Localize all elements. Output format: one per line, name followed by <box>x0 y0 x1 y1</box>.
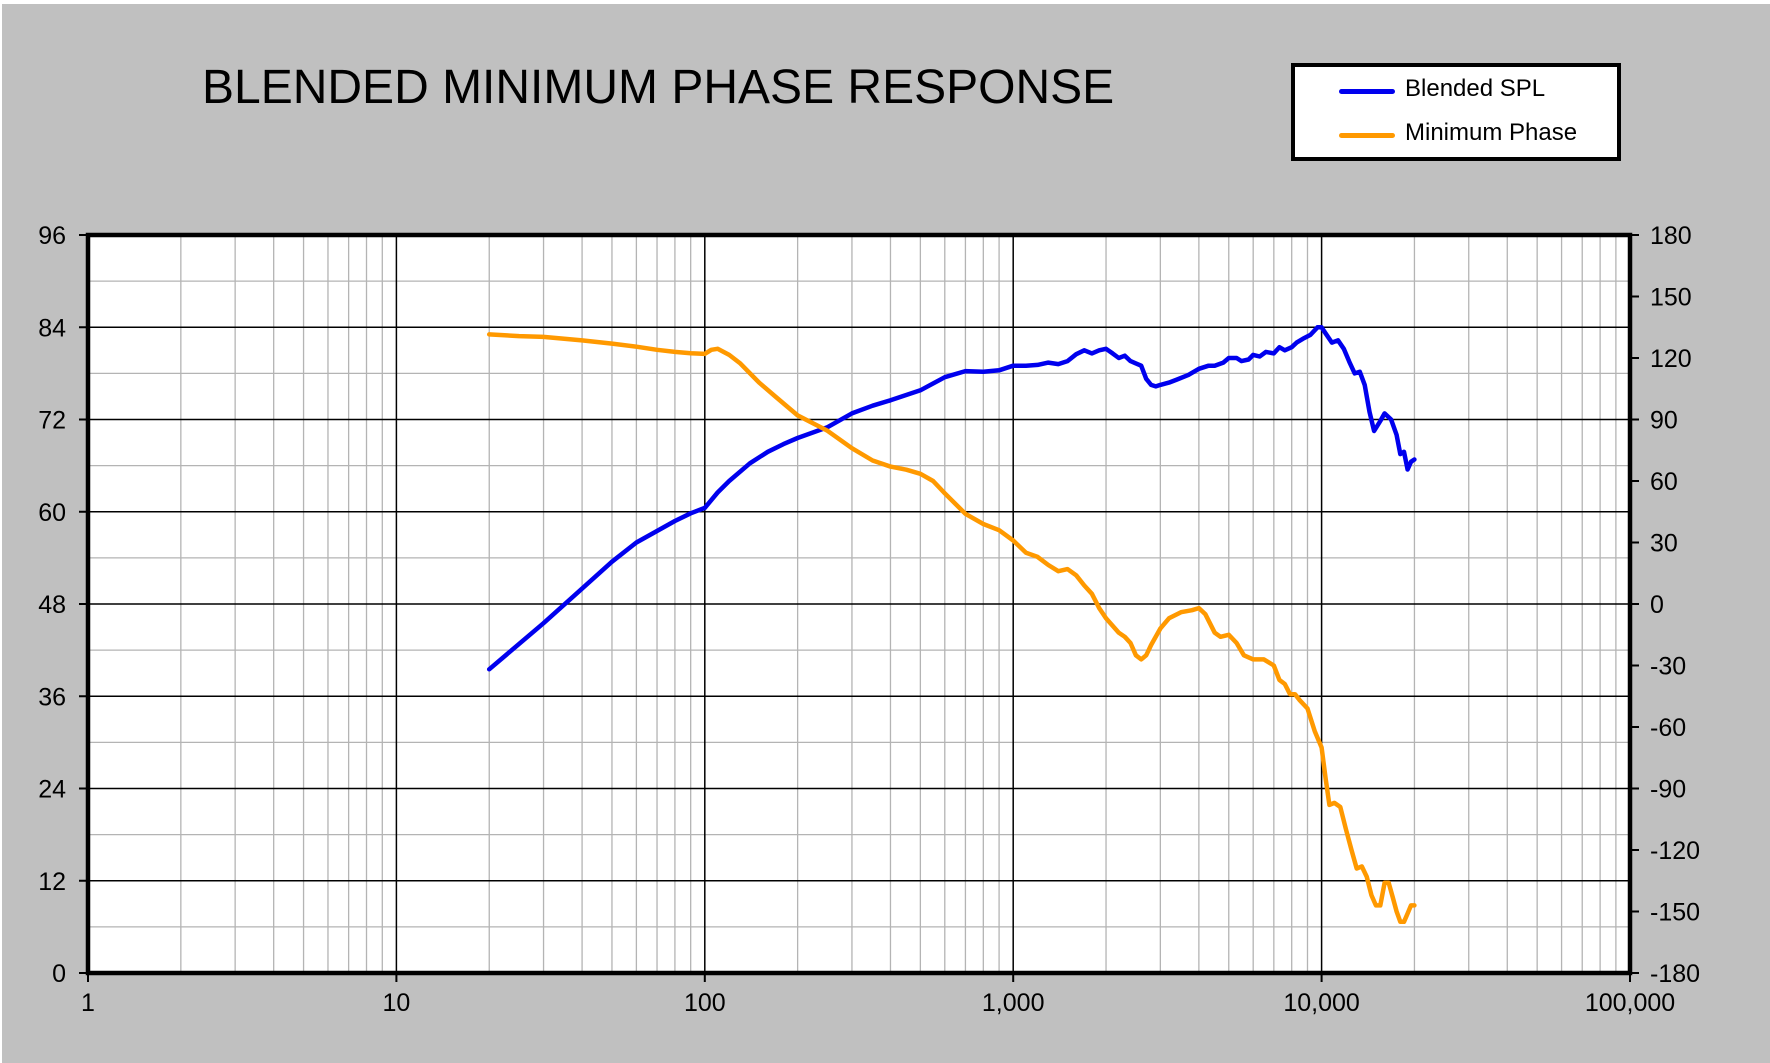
y-tick-label: 0 <box>52 960 66 988</box>
legend-label-minimum-phase: Minimum Phase <box>1405 119 1578 146</box>
x-tick-labels: 1 10 100 1,000 10,000 100,000 <box>81 989 1675 1017</box>
y2-tick-label: 120 <box>1650 345 1692 373</box>
y-tick-label: 24 <box>38 776 66 804</box>
y2-tick-label: -120 <box>1650 837 1700 865</box>
x-tick-label: 10,000 <box>1283 989 1359 1017</box>
y2-tick-label: -30 <box>1650 653 1686 681</box>
legend-swatch-minimum-phase <box>1339 133 1395 138</box>
y2-tick-label: 180 <box>1650 222 1692 250</box>
y-tick-label: 12 <box>38 868 66 896</box>
legend-swatch-blended-spl <box>1339 89 1395 94</box>
series-layer <box>486 325 1417 925</box>
y-tick-label: 48 <box>38 591 66 619</box>
y2-tick-label: -90 <box>1650 776 1686 804</box>
y2-tick-label: 150 <box>1650 284 1692 312</box>
x-tick-label: 100,000 <box>1585 989 1675 1017</box>
y-tick-labels: 0 12 24 36 48 60 72 84 96 <box>38 222 66 988</box>
y2-tick-labels: -180 -150 -120 -90 -60 -30 0 30 60 90 120 150 180 <box>1650 222 1700 988</box>
y-tick-label: 84 <box>38 314 66 342</box>
y-tick-label: 72 <box>38 407 66 435</box>
y2-tick-label: -60 <box>1650 714 1686 742</box>
legend-item-blended-spl: Blended SPL <box>1339 75 1619 105</box>
y2-tick-label: 90 <box>1650 407 1678 435</box>
chart-title: BLENDED MINIMUM PHASE RESPONSE <box>202 61 1115 114</box>
x-tick-label: 1,000 <box>982 989 1045 1017</box>
legend-label-blended-spl: Blended SPL <box>1405 75 1546 102</box>
y-tick-label: 36 <box>38 683 66 711</box>
y2-tick-label: 0 <box>1650 591 1664 619</box>
x-tick-label: 1 <box>81 989 95 1017</box>
series-line-blended-spl <box>486 325 1417 672</box>
y2-tick-label: 30 <box>1650 530 1678 558</box>
y2-tick-label: -180 <box>1650 960 1700 988</box>
tick-marks <box>79 234 1639 982</box>
legend-item-minimum-phase: Minimum Phase <box>1339 119 1619 149</box>
y-tick-label: 60 <box>38 499 66 527</box>
x-tick-label: 100 <box>684 989 726 1017</box>
legend: Blended SPL Minimum Phase <box>1291 63 1621 161</box>
series-line-minimum-phase <box>486 332 1417 925</box>
y2-tick-label: -150 <box>1650 899 1700 927</box>
x-tick-label: 10 <box>382 989 410 1017</box>
y2-tick-label: 60 <box>1650 468 1678 496</box>
y-tick-label: 96 <box>38 222 66 250</box>
